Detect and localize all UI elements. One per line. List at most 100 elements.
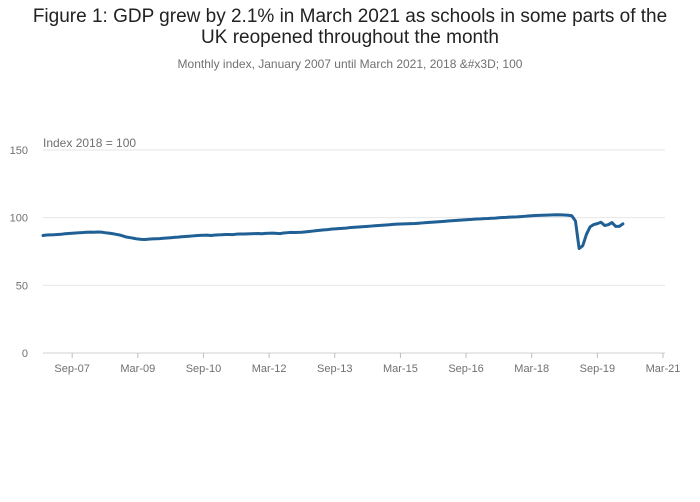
data-point [318, 228, 322, 232]
data-point [201, 233, 205, 237]
data-point [187, 234, 191, 238]
data-point [592, 223, 596, 227]
data-point [439, 220, 443, 224]
data-point [442, 219, 446, 223]
data-point [490, 216, 494, 220]
data-point [77, 231, 81, 235]
x-tick-label: Sep-07 [54, 363, 89, 375]
data-point [406, 222, 410, 226]
data-point [293, 231, 297, 235]
data-point [384, 223, 388, 227]
data-point [41, 234, 45, 238]
data-point [132, 236, 136, 240]
data-point [139, 237, 143, 241]
data-point [563, 213, 567, 217]
data-point [92, 230, 96, 234]
data-point [475, 217, 479, 221]
data-point [110, 232, 114, 236]
data-point [180, 235, 184, 239]
data-point [526, 214, 530, 218]
data-point [508, 215, 512, 219]
data-point [300, 230, 304, 234]
data-point [212, 233, 216, 237]
data-point [413, 221, 417, 225]
data-point [234, 232, 238, 236]
data-point [530, 214, 534, 218]
data-point [566, 213, 570, 217]
data-point [606, 223, 610, 227]
data-point [533, 214, 537, 218]
chart-title: Figure 1: GDP grew by 2.1% in March 2021… [32, 6, 668, 48]
data-point [85, 230, 89, 234]
data-point [344, 226, 348, 230]
data-point [96, 230, 100, 234]
data-point [263, 231, 267, 235]
data-point [165, 236, 169, 240]
data-point [216, 233, 220, 237]
data-point [577, 247, 581, 251]
x-tick-label: Sep-13 [317, 363, 352, 375]
data-point [377, 224, 381, 228]
data-point [544, 213, 548, 217]
x-tick-label: Sep-19 [580, 363, 615, 375]
data-point [511, 215, 515, 219]
data-point [191, 234, 195, 238]
data-point [395, 222, 399, 226]
data-point [176, 235, 180, 239]
data-point [45, 233, 49, 237]
y-axis-label: Index 2018 = 100 [43, 136, 136, 150]
data-point [541, 213, 545, 217]
data-point [336, 227, 340, 231]
data-point [48, 233, 52, 237]
data-point [497, 216, 501, 220]
data-point [183, 234, 187, 238]
data-point [362, 225, 366, 229]
chart-subtitle: Monthly index, January 2007 until March … [177, 57, 523, 71]
data-point [555, 213, 559, 217]
data-point [267, 231, 271, 235]
data-point [121, 234, 125, 238]
data-point [169, 236, 173, 240]
data-point [424, 221, 428, 225]
data-point [347, 226, 351, 230]
data-point [227, 232, 231, 236]
y-tick-label: 50 [16, 280, 28, 292]
data-point [522, 214, 526, 218]
data-point [278, 232, 282, 236]
data-point [501, 216, 505, 220]
data-point [552, 213, 556, 217]
data-point [464, 218, 468, 222]
data-point [504, 215, 508, 219]
x-tick-label: Mar-15 [383, 363, 418, 375]
series-layer [41, 213, 625, 251]
data-point [274, 231, 278, 235]
data-point [446, 219, 450, 223]
x-tick-label: Mar-09 [120, 363, 155, 375]
data-point [56, 232, 60, 236]
x-tick-label: Mar-21 [646, 363, 681, 375]
data-point [573, 219, 577, 223]
data-point [129, 236, 133, 240]
y-axis: 0 50 100 150 [10, 145, 28, 360]
series-line-gdp-index [41, 213, 625, 251]
data-point [154, 237, 158, 241]
data-point [70, 231, 74, 235]
data-point [67, 232, 71, 236]
data-point [581, 244, 585, 248]
data-point [52, 233, 56, 237]
data-point [242, 232, 246, 236]
data-point [387, 223, 391, 227]
data-point [253, 232, 257, 236]
data-point [143, 237, 147, 241]
data-point [595, 222, 599, 226]
data-point [260, 232, 264, 236]
data-point [603, 224, 607, 228]
data-point [333, 227, 337, 231]
data-point [88, 230, 92, 234]
data-point [449, 219, 453, 223]
data-point [311, 229, 315, 233]
data-point [223, 232, 227, 236]
data-point [468, 218, 472, 222]
data-point [340, 226, 344, 230]
